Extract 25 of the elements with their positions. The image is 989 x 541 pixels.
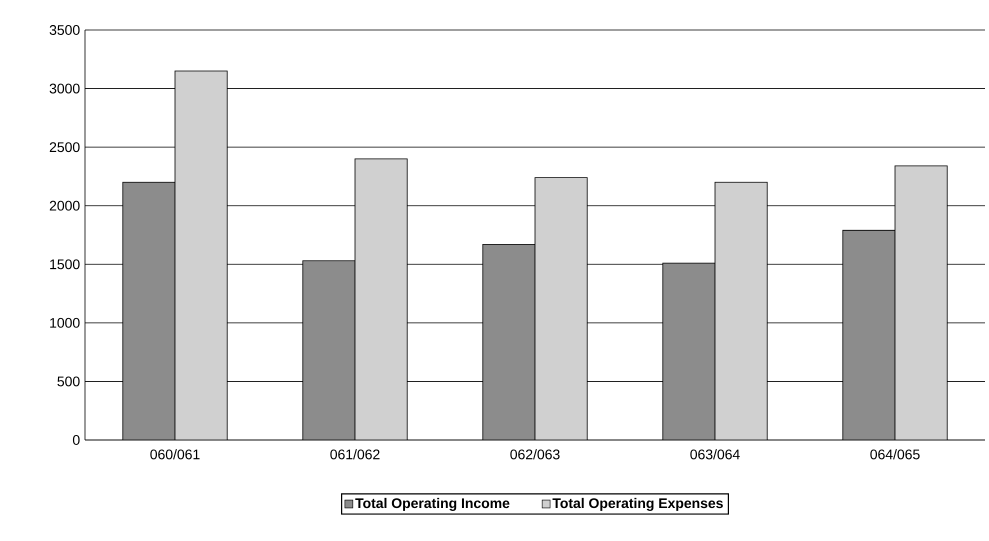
bar (894, 165, 948, 440)
bar (302, 260, 356, 440)
y-tick-label: 500 (57, 376, 80, 386)
y-tick-label: 3500 (50, 25, 80, 35)
bar (714, 182, 768, 440)
x-tick-label: 063/064 (690, 449, 740, 460)
x-tick-label: 064/065 (870, 449, 920, 460)
bar (482, 244, 536, 440)
legend-label: Total Operating Income (355, 498, 510, 511)
y-tick-label: 0 (72, 435, 80, 445)
y-tick-label: 1500 (50, 259, 80, 270)
x-tick-label: 061/062 (330, 449, 380, 460)
bar (122, 182, 176, 440)
bar (174, 70, 228, 440)
y-tick-label: 2500 (50, 142, 80, 152)
x-tick-label: 060/061 (150, 449, 200, 460)
bar (354, 158, 408, 440)
y-tick-label: 3000 (50, 84, 80, 94)
bar (842, 230, 896, 440)
legend-label: Total Operating Expenses (552, 498, 723, 511)
bar (534, 177, 588, 440)
x-tick-label: 062/063 (510, 449, 560, 460)
bar (662, 262, 716, 440)
y-tick-label: 1000 (50, 318, 80, 328)
y-tick-label: 2000 (50, 200, 80, 211)
